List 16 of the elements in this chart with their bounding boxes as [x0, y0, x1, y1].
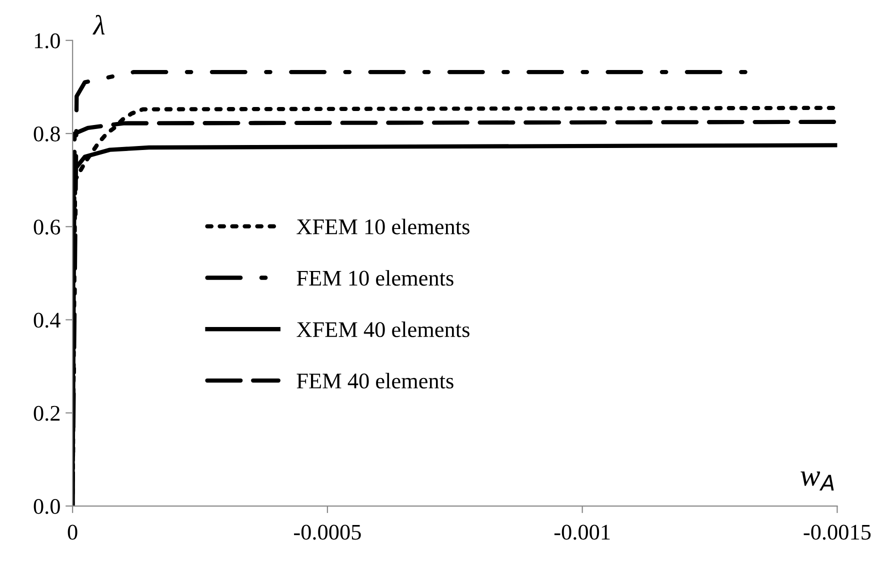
- legend-label: XFEM 40 elements: [296, 321, 470, 338]
- legend-label: XFEM 10 elements: [296, 218, 470, 234]
- x-axis-title: w$_{A}$: [800, 471, 834, 491]
- y-tick-label: 1.0: [34, 33, 60, 48]
- x-tick-label: 0: [68, 524, 78, 540]
- x-tick-label: -0.001: [554, 524, 610, 540]
- y-tick-label: 0.8: [34, 126, 60, 142]
- x-tick-label: -0.0005: [294, 524, 361, 540]
- x-tick-label: -0.0015: [804, 524, 871, 540]
- legend-label: FEM 40 elements: [296, 372, 454, 389]
- y-tick-label: 0.0: [34, 498, 60, 514]
- y-axis-title: λ: [92, 14, 105, 34]
- y-tick-label: 0.6: [34, 220, 60, 235]
- y-tick-label: 0.4: [34, 312, 60, 328]
- y-tick-label: 0.2: [34, 406, 60, 421]
- legend-label: FEM 10 elements: [296, 270, 454, 286]
